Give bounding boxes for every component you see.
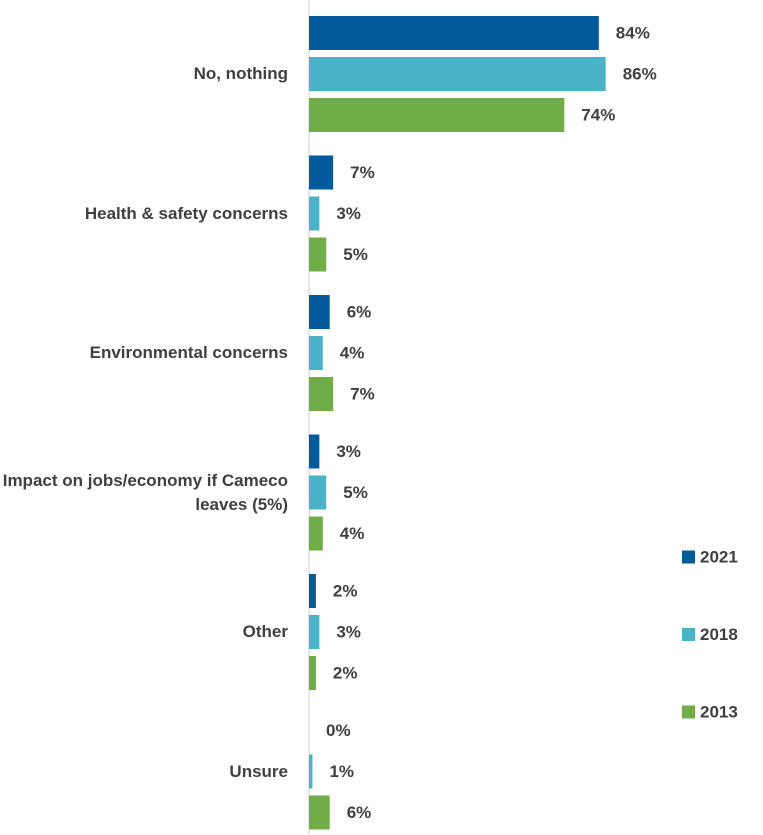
value-label: 2%	[333, 581, 358, 600]
value-label: 1%	[329, 762, 354, 781]
category-label: Unsure	[229, 761, 288, 781]
value-label: 84%	[616, 23, 650, 42]
legend-swatch	[682, 550, 695, 564]
legend-label: 2018	[700, 625, 738, 644]
value-label: 74%	[581, 105, 615, 124]
category-label: Impact on jobs/economy if Cameco leaves …	[2, 470, 288, 514]
value-label: 3%	[336, 442, 361, 461]
value-label: 2%	[333, 663, 358, 682]
value-label: 0%	[326, 721, 351, 740]
value-label: 6%	[347, 803, 372, 822]
bar	[309, 98, 565, 132]
bar	[309, 336, 323, 370]
value-label: 4%	[340, 524, 365, 543]
value-label: 3%	[336, 622, 361, 641]
value-label: 3%	[336, 204, 361, 223]
value-label: 5%	[343, 483, 368, 502]
bar	[309, 57, 606, 91]
value-label: 86%	[623, 64, 657, 83]
value-label: 4%	[340, 343, 365, 362]
category-label: Environmental concerns	[89, 343, 288, 362]
bar	[309, 377, 334, 411]
legend-swatch	[682, 628, 695, 641]
value-label: 6%	[347, 302, 372, 321]
bar	[309, 155, 334, 190]
category-label: No, nothing	[193, 64, 288, 83]
bar	[309, 196, 320, 231]
legend-label: 2021	[700, 547, 738, 566]
bar	[309, 574, 316, 608]
bar	[309, 295, 330, 329]
bar	[309, 237, 327, 272]
bar	[309, 656, 316, 690]
category-label: Health & safety concerns	[84, 203, 288, 223]
bar	[309, 516, 323, 551]
bar	[309, 615, 320, 649]
value-label: 5%	[343, 245, 368, 264]
bar	[309, 754, 313, 789]
bar	[309, 16, 599, 50]
legend-label: 2013	[700, 702, 738, 721]
bar	[309, 475, 327, 510]
legend-swatch	[682, 705, 695, 719]
bar	[309, 434, 320, 469]
value-label: 7%	[350, 163, 375, 182]
category-label: Other	[242, 622, 288, 641]
value-label: 7%	[350, 384, 375, 403]
bar	[309, 795, 330, 830]
